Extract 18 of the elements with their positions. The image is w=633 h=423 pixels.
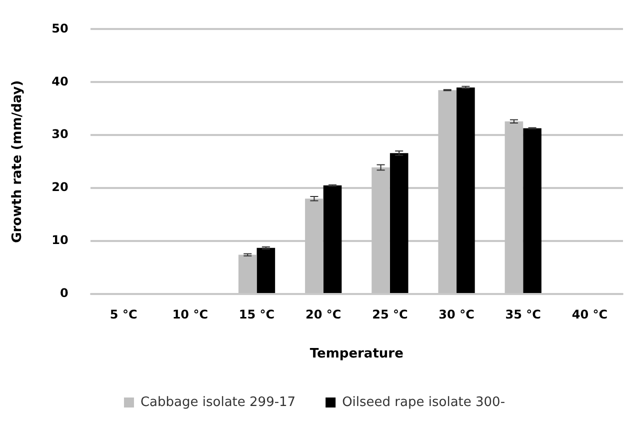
x-tick-label: 35 °C [505,307,542,322]
y-tick-label: 40 [52,74,68,88]
x-tick-label: 25 °C [372,307,408,322]
y-tick-label: 50 [52,21,68,36]
x-tick-label: 10 °C [172,307,208,322]
x-tick-label: 5 °C [110,307,138,322]
y-axis-title: Growth rate (mm/day) [10,80,26,243]
legend-label: Oilseed rape isolate 300- [342,394,506,410]
x-tick-label: 15 °C [238,307,275,322]
y-tick-label: 30 [52,127,68,142]
x-tick-label: 20 °C [306,307,342,322]
legend-label: Cabbage isolate 299-17 [140,394,296,410]
x-axis-title: Temperature [310,346,404,362]
y-tick-label: 10 [52,233,68,248]
x-tick-label: 40 °C [572,307,608,322]
y-tick-label: 20 [52,180,68,194]
y-tick-label: 0 [60,286,68,300]
x-tick-label: 30 °C [438,307,475,322]
